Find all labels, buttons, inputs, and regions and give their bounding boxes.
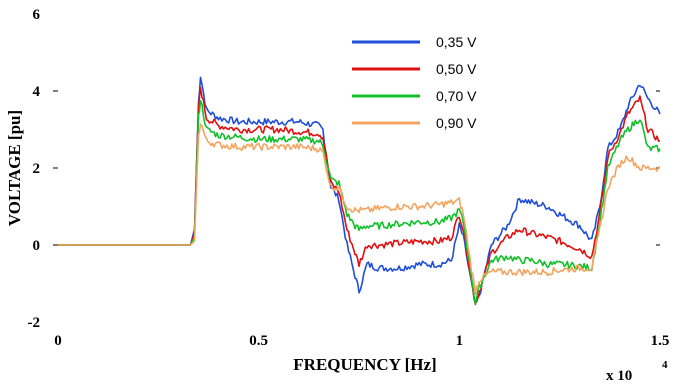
series-layer — [58, 76, 661, 306]
x-tick-label: 1 — [456, 333, 464, 349]
axes: -2 0 2 4 6 0 0.5 1 1.5 — [28, 7, 670, 349]
x-multiplier-label: x 10 — [606, 368, 632, 384]
legend-label: 0,35 V — [436, 34, 477, 50]
y-axis-label: VOLTAGE [pu] — [5, 110, 24, 226]
x-multiplier-exponent: 4 — [662, 359, 668, 371]
series-line-3 — [58, 99, 661, 305]
y-tick-label: 4 — [33, 84, 41, 100]
x-axis-label: FREQUENCY [Hz] — [293, 355, 436, 374]
x-tick-label: 1.5 — [651, 333, 670, 349]
series-line-4 — [58, 123, 661, 296]
legend-label: 0,90 V — [436, 115, 477, 131]
y-tick-label: 6 — [33, 7, 41, 23]
x-tick-label: 0 — [54, 333, 62, 349]
y-tick-label: 0 — [33, 238, 41, 254]
y-tick-label: -2 — [28, 315, 41, 331]
legend-label: 0,70 V — [436, 88, 477, 104]
x-tick-label: 0.5 — [249, 333, 268, 349]
series-line-1 — [58, 76, 661, 305]
y-tick-label: 2 — [33, 161, 41, 177]
legend-label: 0,50 V — [436, 61, 477, 77]
legend: 0,35 V 0,50 V 0,70 V 0,90 V — [352, 34, 477, 131]
